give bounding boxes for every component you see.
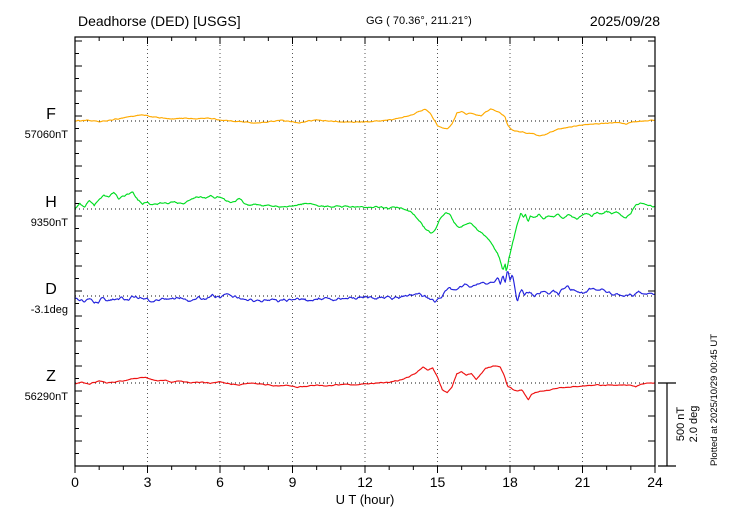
x-tick-label-21: 21 bbox=[575, 474, 591, 490]
trace-F bbox=[74, 108, 656, 137]
trace-Z bbox=[74, 365, 656, 401]
trace-value-F: 57060nT bbox=[25, 129, 69, 141]
trace-letter-H: H bbox=[45, 194, 57, 211]
trace-value-H: 9350nT bbox=[31, 217, 69, 229]
trace-value-D: -3.1deg bbox=[31, 304, 68, 316]
x-tick-label-12: 12 bbox=[357, 474, 373, 490]
scale-label-nt: 500 nT bbox=[675, 407, 687, 442]
plotted-at-note: Plotted at 2025/10/29 00:45 UT bbox=[709, 334, 720, 466]
axis-ticks bbox=[74, 37, 656, 473]
x-tick-label-18: 18 bbox=[502, 474, 518, 490]
traces bbox=[74, 108, 656, 401]
trace-baselines bbox=[75, 120, 655, 384]
trace-D bbox=[74, 271, 656, 304]
plot-date: 2025/09/28 bbox=[590, 13, 660, 29]
trace-labels: F 57060nT H 9350nT D -3.1deg Z 56290nT bbox=[25, 106, 69, 403]
x-tick-label-0: 0 bbox=[71, 474, 79, 490]
station-title: Deadhorse (DED) [USGS] bbox=[78, 13, 241, 29]
trace-letter-F: F bbox=[46, 106, 56, 123]
trace-H bbox=[74, 191, 656, 272]
x-axis-title: U T (hour) bbox=[336, 492, 395, 507]
trace-letter-Z: Z bbox=[46, 368, 56, 385]
geo-coordinates: GG ( 70.36°, 211.21°) bbox=[366, 15, 472, 27]
gridlines bbox=[147, 37, 583, 466]
x-tick-label-9: 9 bbox=[289, 474, 297, 490]
x-tick-label-15: 15 bbox=[430, 474, 446, 490]
x-tick-label-24: 24 bbox=[647, 474, 663, 490]
x-tick-label-6: 6 bbox=[216, 474, 224, 490]
x-axis-tick-labels: 0 3 6 9 12 15 18 21 24 bbox=[71, 474, 663, 490]
x-tick-label-3: 3 bbox=[144, 474, 152, 490]
trace-value-Z: 56290nT bbox=[25, 391, 69, 403]
scale-bracket bbox=[658, 382, 676, 467]
trace-letter-D: D bbox=[45, 281, 57, 298]
scale-label-deg: 2.0 deg bbox=[688, 406, 700, 443]
